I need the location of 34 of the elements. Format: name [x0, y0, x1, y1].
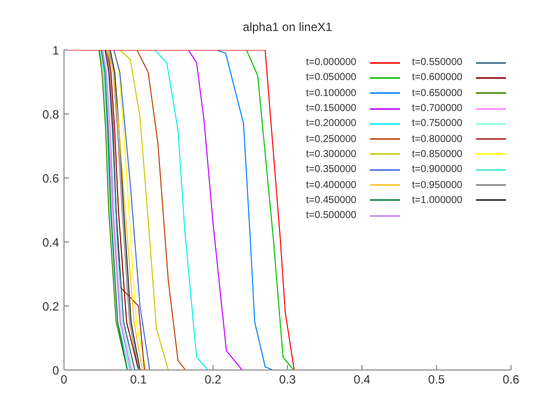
legend-label: t=0.000000 — [306, 57, 358, 68]
x-tick-label: 0.5 — [428, 372, 446, 387]
legend-label: t=0.100000 — [306, 88, 358, 99]
chart-title: alpha1 on lineX1 — [242, 20, 334, 34]
y-tick-label: 0.6 — [42, 171, 60, 186]
legend-label: t=1.000000 — [412, 194, 464, 206]
legend-label: t=0.800000 — [412, 134, 464, 145]
y-tick-label: 0.4 — [42, 235, 60, 250]
legend-label: t=0.450000 — [306, 194, 358, 206]
legend-label: t=0.600000 — [412, 72, 464, 84]
y-tick-label: 1 — [52, 43, 60, 58]
legend-label: t=0.500000 — [306, 210, 358, 222]
legend-label: t=0.150000 — [306, 103, 358, 114]
legend-label: t=0.750000 — [412, 118, 464, 130]
legend-label: t=0.550000 — [412, 57, 464, 68]
legend-label: t=0.200000 — [306, 118, 358, 130]
legend-label: t=0.250000 — [306, 134, 358, 145]
y-tick-label: 0.2 — [42, 299, 60, 314]
legend-label: t=0.400000 — [306, 180, 358, 191]
y-tick-label: 0.8 — [42, 107, 60, 122]
x-tick-label: 0.1 — [130, 372, 148, 387]
x-tick-label: 0.6 — [502, 372, 520, 387]
legend-label: t=0.950000 — [412, 180, 464, 191]
legend-label: t=0.650000 — [412, 88, 464, 99]
legend-label: t=0.050000 — [306, 72, 358, 84]
legend-label: t=0.900000 — [412, 164, 464, 176]
legend-label: t=0.300000 — [306, 148, 358, 160]
x-tick-label: 0.2 — [204, 372, 222, 387]
legend-label: t=0.700000 — [412, 103, 464, 114]
y-tick-label: 0 — [52, 363, 60, 378]
legend-label: t=0.850000 — [412, 148, 464, 160]
x-tick-label: 0.4 — [354, 372, 371, 387]
legend-label: t=0.350000 — [306, 164, 358, 176]
x-tick-label: 0.3 — [279, 372, 296, 387]
